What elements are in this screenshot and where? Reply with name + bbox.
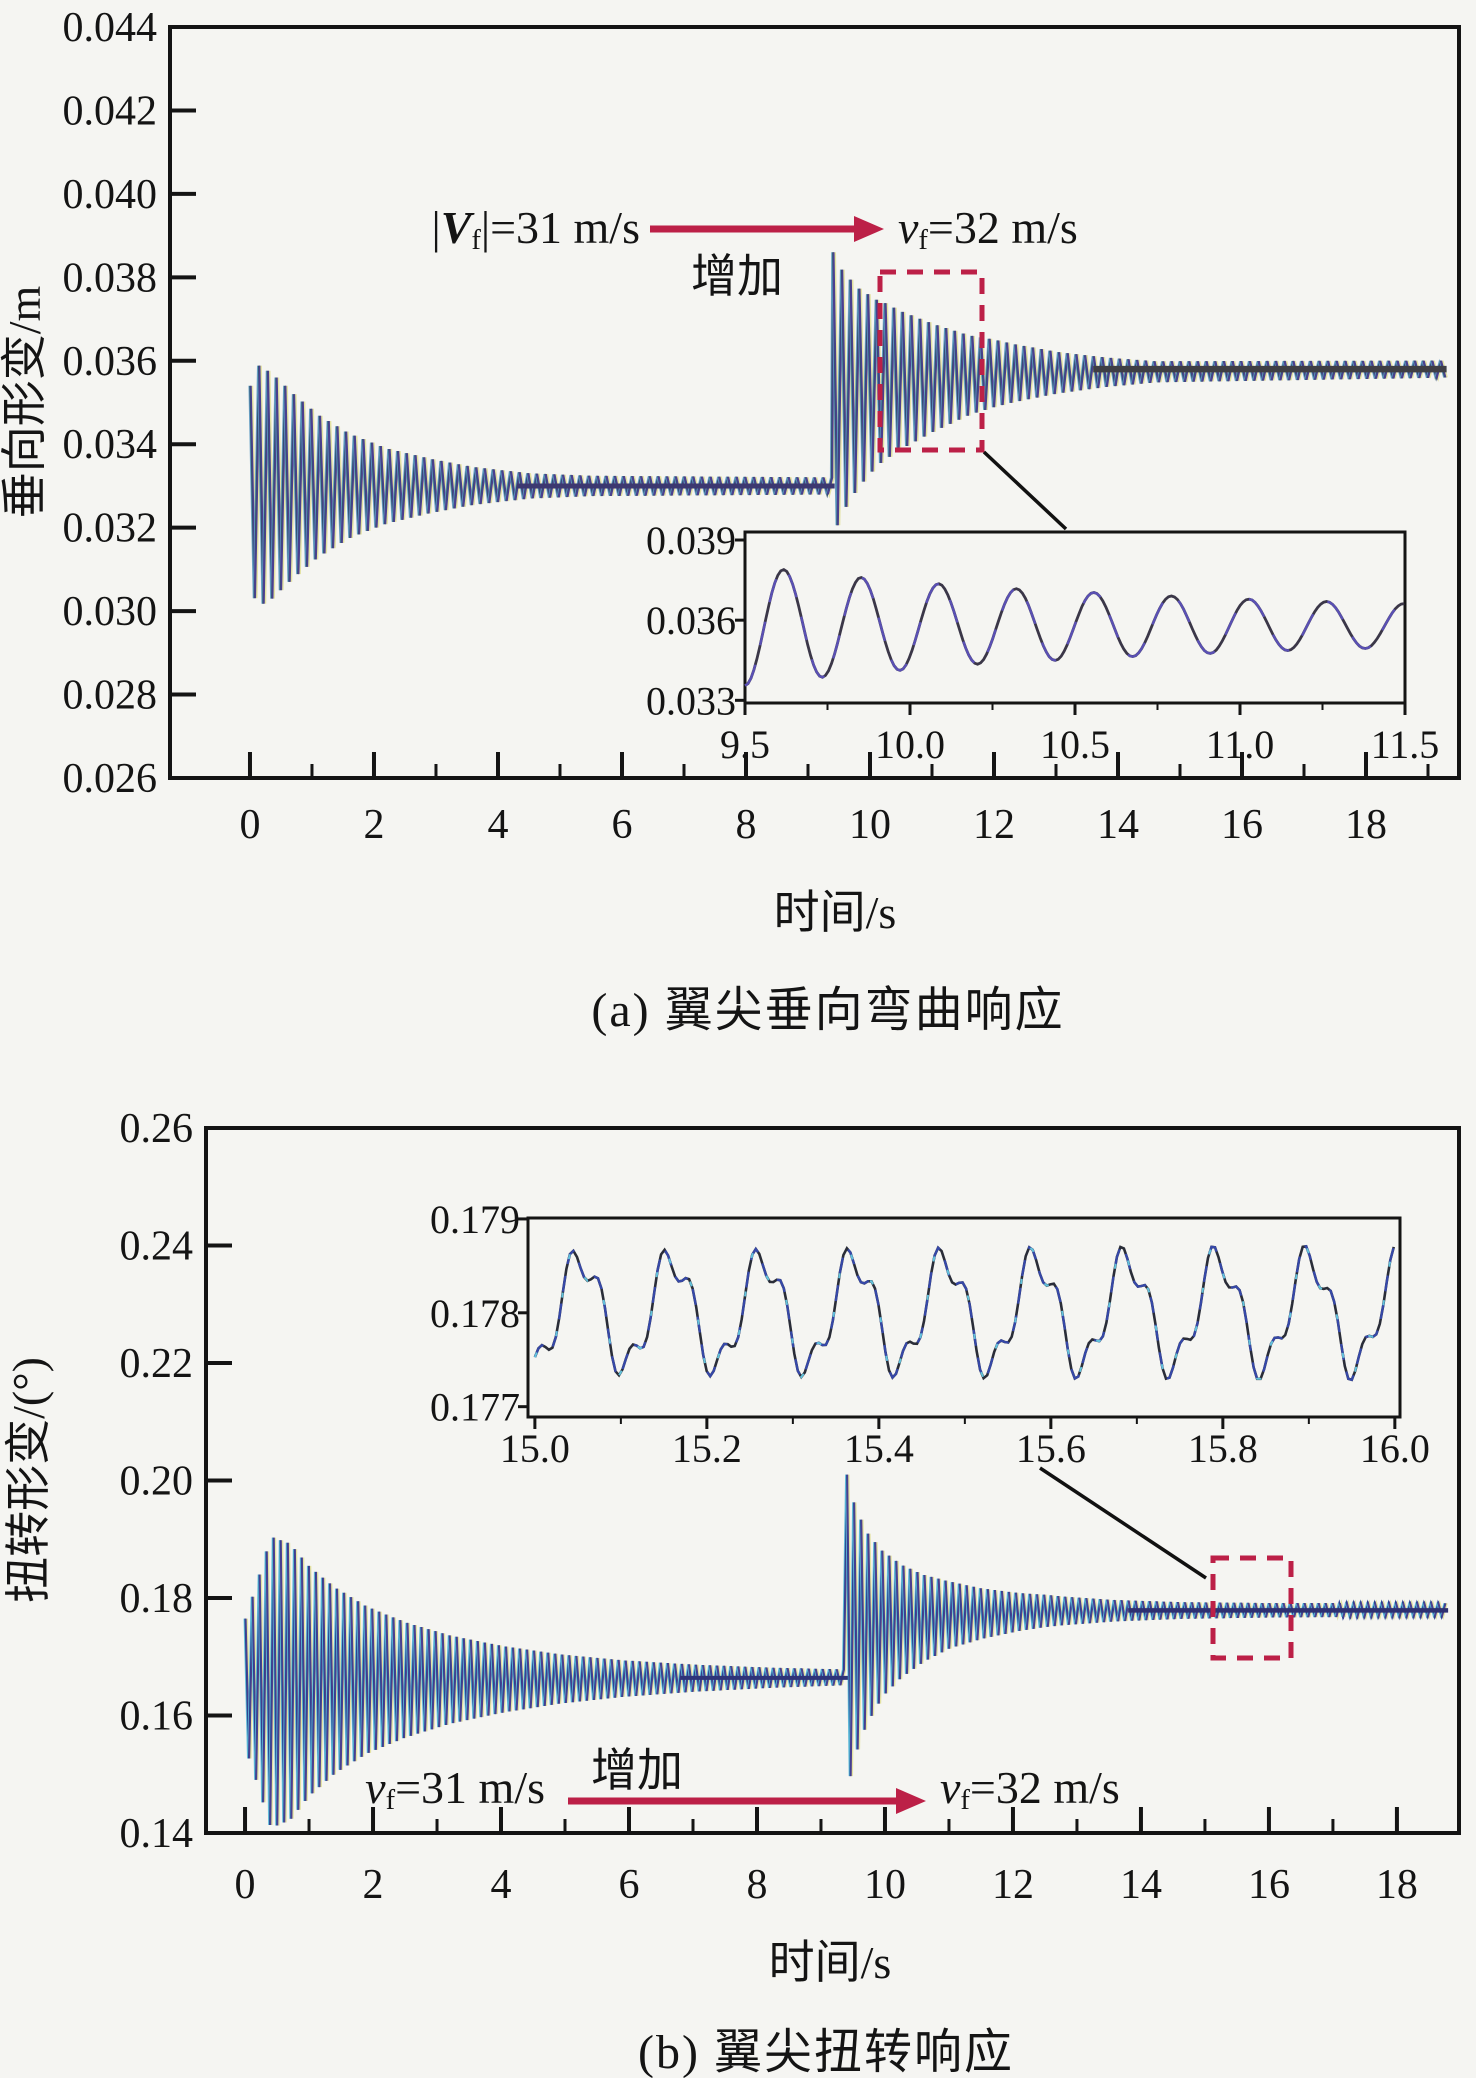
y-tick-label: 0.038 [63,255,158,301]
y-tick-label: 0.036 [63,339,158,385]
speed-increase-arrow-head [896,1788,926,1814]
y-tick-label: 0.042 [63,88,158,134]
y-tick-label: 0.034 [63,422,158,468]
speed-label-after: vf=32 m/s [898,202,1078,256]
signal-trace-wing-tip-vertical-bending [249,252,1446,604]
x-tick-label: 16 [1248,1862,1290,1908]
x-tick-label: 15.2 [672,1426,742,1471]
x-axis-title: 时间/s [774,887,897,938]
inset-zoom-plot: 9.5 10.0 10.5 11.0 11.5 0.033 0.036 0.039 [646,518,1439,767]
y-tick-label: 0.044 [63,5,158,51]
x-tick-label: 4 [491,1862,512,1908]
y-tick-label: 0.24 [120,1224,194,1270]
inset-signal-line [533,1245,1395,1382]
signal-trace-wing-tip-vertical-bending [251,252,1448,604]
x-tick-label: 6 [618,1862,639,1908]
y-tick-label: 0.177 [430,1385,520,1430]
inset-signal-line [533,1244,1396,1382]
x-tick-label: 15.0 [500,1426,570,1471]
x-tick-label: 14 [1120,1862,1162,1908]
y-tick-label: 0.033 [646,678,736,723]
y-tick-label: 0.028 [63,673,158,719]
y-tick-label: 0.030 [63,589,158,635]
x-tick-label: 9.5 [720,722,770,767]
x-tick-label: 10.5 [1040,722,1110,767]
inset-zoom-plot: 15.0 15.2 15.4 15.6 15.8 16.0 0.177 0.178 0.179 [430,1197,1430,1471]
x-axis-title: 时间/s [769,1937,892,1988]
x-tick-label: 14 [1097,802,1139,848]
increase-label: 增加 [591,1745,683,1796]
inset-signal-line [744,568,1405,687]
zoom-leader-line [1039,1466,1207,1580]
zoom-region-box [877,269,985,453]
y-tick-label: 0.032 [63,506,158,552]
y-tick-label: 0.26 [120,1106,194,1152]
x-tick-label: 0 [239,802,260,848]
y-tick-label: 0.18 [120,1576,194,1622]
x-tick-label: 11.0 [1206,722,1275,767]
zoom-leader-line [982,450,1068,531]
speed-increase-arrow-head [854,216,884,242]
x-tick-label: 12 [992,1862,1034,1908]
y-tick-label: 0.026 [63,756,158,802]
x-tick-label: 0 [235,1862,256,1908]
x-tick-label: 2 [363,802,384,848]
x-tick-label: 10 [864,1862,906,1908]
y-tick-label: 0.036 [646,598,736,643]
y-tick-label: 0.178 [430,1291,520,1336]
axes-frame [168,25,1461,780]
caption-panel-a: (a) 翼尖垂向弯曲响应 [591,984,1065,1037]
x-tick-label: 15.8 [1188,1426,1258,1471]
x-tick-label: 18 [1345,802,1387,848]
speed-label-before: |Vf|=31 m/s [431,202,640,256]
panel-a: 0 2 4 6 8 10 12 14 16 18 0.026 0.028 0.030 0.032 0.034… [0,5,1461,938]
x-tick-label: 16.0 [1360,1426,1430,1471]
x-tick-label: 10 [849,802,891,848]
x-tick-label: 12 [973,802,1015,848]
increase-label: 增加 [691,251,783,302]
caption-panel-b: (b) 翼尖扭转响应 [638,2026,1014,2078]
x-tick-label: 15.4 [844,1426,914,1471]
x-tick-label: 6 [611,802,632,848]
axes-frame [204,1126,1461,1835]
y-tick-label: 0.179 [430,1197,520,1242]
y-tick-label: 0.039 [646,518,736,563]
y-axis-title: 垂向形变/m [0,286,50,519]
x-tick-label: 11.5 [1371,722,1440,767]
inset-frame [526,1216,1402,1419]
y-tick-label: 0.16 [120,1694,194,1740]
signal-trace-wing-tip-torsion [245,1474,1447,1826]
y-tick-label: 0.22 [120,1341,194,1387]
inset-signal-line [533,1245,1395,1382]
speed-label-before: vf=31 m/s [365,1762,545,1816]
y-tick-label: 0.20 [120,1459,194,1505]
signal-trace-wing-tip-torsion [243,1474,1445,1826]
y-tick-label: 0.040 [63,172,158,218]
x-tick-label: 8 [746,1862,767,1908]
signal-trace-wing-tip-vertical-bending [248,252,1445,604]
x-tick-label: 18 [1376,1862,1418,1908]
x-tick-label: 15.6 [1016,1426,1086,1471]
panel-b: 0 2 4 6 8 10 12 14 16 18 0.14 0.16 0.18 0.20 0.22 0.24 0… [3,1106,1461,1988]
y-tick-label: 0.14 [120,1811,194,1857]
x-tick-label: 4 [487,802,508,848]
x-tick-label: 2 [363,1862,384,1908]
x-tick-label: 8 [735,802,756,848]
signal-trace-wing-tip-vertical-bending [250,252,1447,604]
x-tick-label: 10.0 [875,722,945,767]
y-axis-title: 扭转形变/(°) [3,1357,54,1603]
zoom-region-box [1210,1555,1294,1661]
x-tick-label: 16 [1221,802,1263,848]
speed-label-after: vf=32 m/s [940,1762,1120,1816]
